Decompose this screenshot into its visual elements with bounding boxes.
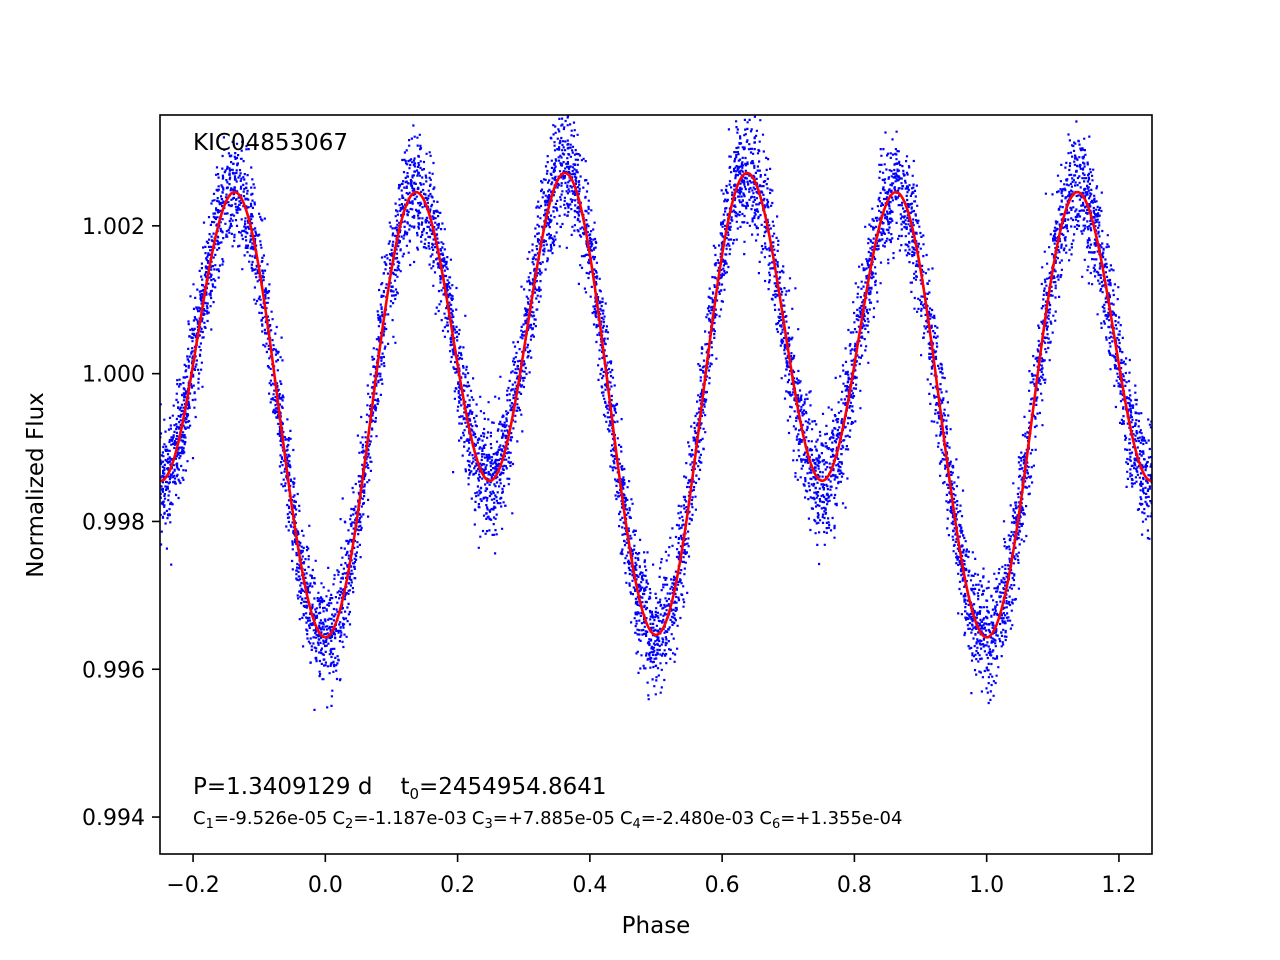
x-axis-ticks: −0.2 0.0 0.2 0.4 0.6 0.8 1.0 1.2	[166, 854, 1136, 898]
coef-name: C	[332, 808, 345, 829]
coef-value: =+1.355e-04	[780, 808, 902, 829]
y-tick-label: 0.994	[82, 806, 145, 831]
model-fit-line-group	[160, 171, 1152, 639]
period-epoch-label: P=1.3409129 d t0=2454954.8641	[193, 774, 607, 803]
coef-name: C	[759, 808, 772, 829]
plot-frame	[159, 114, 1153, 855]
epoch-value: =2454954.8641	[419, 774, 607, 800]
x-tick-label: 0.2	[440, 873, 475, 898]
x-tick-label: 0.4	[572, 873, 607, 898]
period-text: P=1.3409129 d	[193, 774, 372, 800]
y-tick-label: 1.000	[82, 363, 145, 388]
coef-subscript: 4	[633, 817, 641, 832]
y-tick-label: 0.998	[82, 510, 145, 535]
x-tick-label: 0.6	[705, 873, 740, 898]
y-tick-label: 1.002	[82, 215, 145, 240]
x-tick-label: −0.2	[166, 873, 219, 898]
fourier-coefficients-label: C1=-9.526e-05 C2=-1.187e-03 C3=+7.885e-05 C…	[193, 808, 902, 832]
coef-name: C	[193, 808, 206, 829]
x-tick-label: 0.0	[308, 873, 343, 898]
x-tick-label: 0.8	[837, 873, 872, 898]
x-tick-label: 1.0	[969, 873, 1004, 898]
x-tick-label: 1.2	[1101, 873, 1136, 898]
coef-value: =-2.480e-03	[641, 808, 755, 829]
epoch-subscript: 0	[409, 785, 419, 803]
star-id-label: KIC04853067	[193, 130, 348, 156]
coef-name: C	[620, 808, 633, 829]
epoch-prefix: t	[400, 774, 409, 800]
y-tick-label: 0.996	[82, 658, 145, 683]
coef-subscript: 1	[206, 817, 214, 832]
coef-value: =-9.526e-05	[214, 808, 328, 829]
model-fit-line	[160, 171, 1152, 639]
coef-subscript: 6	[772, 817, 780, 832]
y-axis-title: Normalized Flux	[23, 392, 49, 578]
coef-name: C	[472, 808, 485, 829]
x-axis-title: Phase	[622, 913, 691, 939]
coef-value: =+7.885e-05	[493, 808, 615, 829]
coef-subscript: 2	[345, 817, 353, 832]
y-axis-ticks: 0.994 0.996 0.998 1.000 1.002	[82, 215, 160, 831]
coef-subscript: 3	[484, 817, 492, 832]
coef-value: =-1.187e-03	[353, 808, 467, 829]
